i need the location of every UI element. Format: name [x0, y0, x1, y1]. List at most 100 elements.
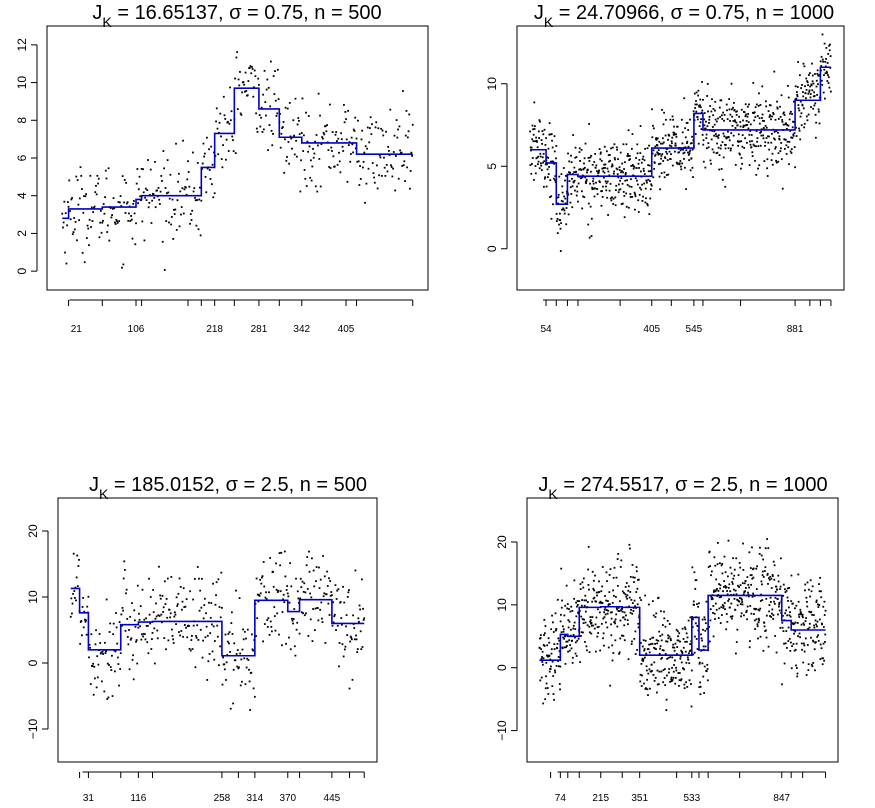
data-point — [340, 132, 343, 135]
data-point — [549, 133, 552, 136]
data-point — [778, 135, 781, 138]
data-point — [321, 621, 324, 623]
data-point — [758, 122, 761, 125]
data-point — [85, 237, 88, 239]
data-point — [538, 167, 541, 170]
data-point — [614, 204, 617, 207]
data-point — [360, 138, 363, 141]
data-point — [728, 108, 731, 111]
data-point — [125, 592, 127, 595]
data-point — [129, 615, 132, 618]
data-point — [575, 601, 577, 604]
data-point — [213, 192, 216, 195]
data-point — [627, 206, 630, 209]
data-point — [567, 152, 569, 155]
data-point — [660, 657, 663, 660]
data-point — [593, 195, 596, 198]
changepoint-label: 116 — [130, 793, 146, 804]
data-point — [548, 655, 551, 657]
data-point — [710, 110, 713, 113]
data-point — [655, 648, 657, 650]
data-point — [814, 136, 817, 139]
data-point — [607, 214, 609, 216]
data-point — [349, 160, 352, 163]
data-point — [799, 115, 802, 118]
data-point — [541, 663, 544, 666]
data-point — [692, 653, 695, 656]
data-point — [724, 185, 727, 188]
data-point — [78, 558, 80, 561]
data-point — [777, 613, 779, 616]
data-point — [779, 105, 781, 108]
data-point — [584, 594, 587, 597]
y-tick-label: 0 — [26, 659, 40, 666]
data-point — [633, 637, 636, 640]
data-point — [601, 602, 604, 604]
data-point — [288, 601, 291, 604]
data-point — [642, 660, 645, 662]
data-point — [815, 601, 818, 603]
data-point — [198, 609, 201, 612]
data-point — [775, 585, 778, 588]
data-point — [656, 144, 659, 147]
data-point — [801, 615, 804, 617]
data-point — [553, 150, 556, 153]
data-point — [604, 180, 607, 183]
data-point — [721, 178, 724, 181]
data-point — [188, 185, 191, 188]
data-point — [548, 122, 551, 125]
step-fit-line — [70, 587, 365, 657]
data-point — [616, 558, 619, 560]
data-point — [617, 191, 620, 194]
data-point — [205, 612, 207, 615]
data-point — [674, 677, 677, 679]
data-point — [543, 185, 545, 188]
data-point — [687, 658, 690, 661]
data-point — [395, 155, 397, 157]
data-point — [303, 614, 306, 617]
data-point — [684, 127, 687, 130]
data-point — [799, 611, 802, 613]
data-point — [643, 682, 645, 685]
data-point — [215, 581, 218, 584]
data-point — [181, 187, 184, 190]
data-point — [593, 187, 595, 190]
data-point — [202, 617, 205, 620]
data-point — [142, 191, 145, 194]
data-point — [682, 646, 685, 649]
data-point — [326, 124, 328, 126]
data-point — [357, 119, 359, 122]
data-point — [649, 638, 652, 641]
data-point — [769, 115, 772, 117]
data-point — [643, 182, 646, 185]
data-point — [587, 223, 590, 226]
data-point — [293, 153, 296, 156]
data-point — [603, 163, 606, 166]
data-point — [687, 145, 690, 148]
data-point — [574, 156, 577, 159]
data-point — [538, 137, 541, 139]
data-point — [267, 86, 270, 89]
data-point — [708, 121, 710, 124]
data-point — [182, 139, 184, 142]
data-point — [220, 158, 223, 160]
data-point — [579, 583, 582, 585]
data-point — [729, 606, 731, 609]
data-point — [735, 121, 738, 124]
data-point — [708, 640, 711, 643]
data-point — [404, 134, 407, 137]
data-point — [326, 585, 329, 587]
data-point — [783, 138, 786, 141]
data-point — [588, 123, 590, 125]
data-point — [216, 624, 219, 627]
data-point — [265, 598, 268, 600]
data-point — [694, 103, 697, 106]
data-point — [782, 123, 785, 126]
data-point — [137, 202, 139, 205]
data-point — [140, 167, 143, 170]
data-point — [536, 146, 539, 149]
data-point — [248, 668, 250, 671]
data-point — [321, 137, 324, 140]
data-point — [195, 224, 198, 227]
